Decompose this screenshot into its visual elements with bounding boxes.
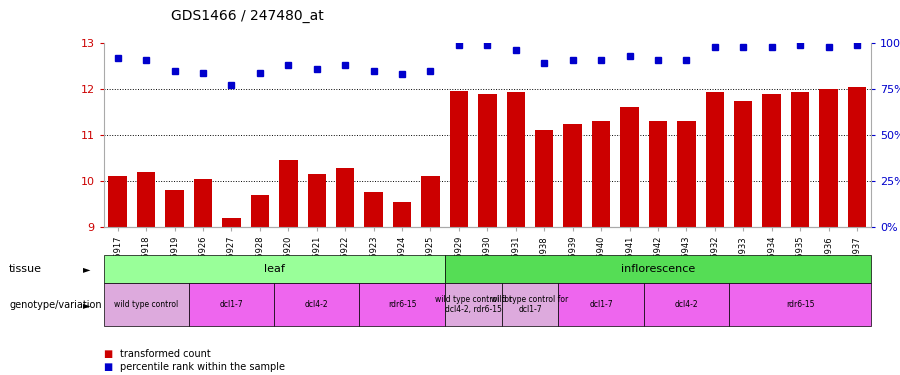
Text: GDS1466 / 247480_at: GDS1466 / 247480_at [171, 9, 324, 23]
Bar [677, 121, 696, 227]
Bar [336, 168, 355, 227]
Bar [222, 217, 240, 227]
Bar [137, 172, 156, 227]
Bar [109, 176, 127, 227]
Bar [620, 107, 639, 227]
Bar [848, 87, 866, 227]
Text: inflorescence: inflorescence [621, 264, 695, 274]
Bar [535, 130, 554, 227]
Text: dcl1-7: dcl1-7 [220, 300, 243, 309]
Text: leaf: leaf [264, 264, 284, 274]
Bar [279, 160, 298, 227]
Bar [706, 92, 724, 227]
Bar [507, 92, 525, 227]
Bar [592, 121, 610, 227]
Bar [392, 202, 411, 227]
Text: rdr6-15: rdr6-15 [786, 300, 815, 309]
Text: ■: ■ [104, 362, 112, 372]
Bar [308, 174, 326, 227]
Text: ■: ■ [104, 350, 112, 359]
Bar [194, 178, 212, 227]
Text: genotype/variation: genotype/variation [9, 300, 102, 310]
Text: dcl4-2: dcl4-2 [675, 300, 698, 309]
Bar [819, 89, 838, 227]
Text: transformed count: transformed count [120, 350, 211, 359]
Bar [450, 92, 468, 227]
Bar [563, 123, 582, 227]
Text: dcl1-7: dcl1-7 [590, 300, 613, 309]
Text: ►: ► [83, 300, 90, 310]
Text: percentile rank within the sample: percentile rank within the sample [120, 362, 284, 372]
Text: dcl4-2: dcl4-2 [305, 300, 328, 309]
Bar [791, 92, 809, 227]
Bar [250, 195, 269, 227]
Bar [478, 94, 497, 227]
Text: wild type control for
dcl4-2, rdr6-15: wild type control for dcl4-2, rdr6-15 [435, 295, 512, 314]
Text: wild type control for
dcl1-7: wild type control for dcl1-7 [491, 295, 569, 314]
Bar [364, 192, 382, 227]
Text: tissue: tissue [9, 264, 42, 274]
Bar [421, 176, 440, 227]
Text: ►: ► [83, 264, 90, 274]
Text: wild type control: wild type control [114, 300, 178, 309]
Bar [649, 121, 667, 227]
Bar [762, 94, 781, 227]
Bar [734, 100, 752, 227]
Text: rdr6-15: rdr6-15 [388, 300, 417, 309]
Bar [166, 190, 184, 227]
